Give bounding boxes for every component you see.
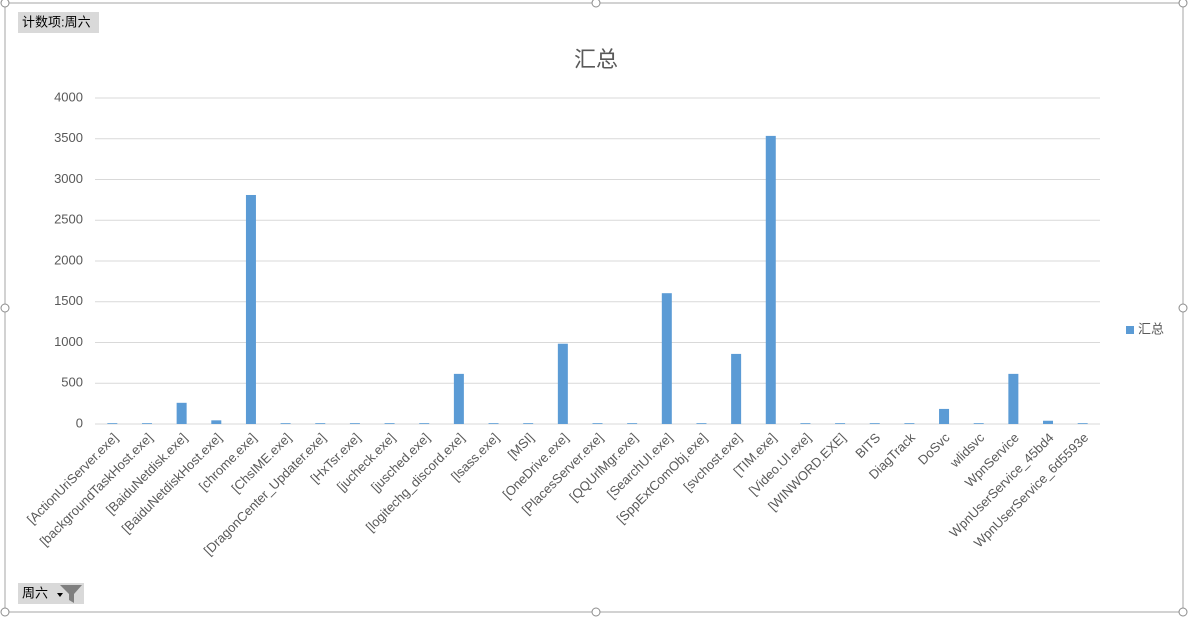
bar <box>453 373 464 424</box>
legend-label: 汇总 <box>1138 321 1164 336</box>
bar <box>315 423 326 424</box>
bar <box>835 423 846 424</box>
bar <box>939 408 950 424</box>
bar <box>245 194 256 424</box>
value-field-button[interactable] <box>18 12 99 33</box>
y-tick-label: 0 <box>76 415 83 430</box>
bar <box>800 423 811 424</box>
y-tick-label: 2500 <box>54 212 83 227</box>
bar <box>176 402 187 424</box>
bar <box>384 423 395 424</box>
filter-icon <box>60 585 82 603</box>
bar <box>349 423 360 424</box>
bar <box>661 293 672 424</box>
legend-swatch <box>1126 326 1134 334</box>
bar <box>765 135 776 424</box>
y-tick-label: 1000 <box>54 334 83 349</box>
bar <box>592 423 603 424</box>
bar <box>419 423 430 424</box>
bar <box>141 423 152 424</box>
dropdown-arrow <box>57 593 63 597</box>
y-tick-label: 3000 <box>54 171 83 186</box>
bar <box>523 423 534 424</box>
bar <box>973 423 984 424</box>
y-tick-label: 1500 <box>54 293 83 308</box>
bar <box>488 423 499 424</box>
value-field-label: 计数项:周六 <box>22 14 91 29</box>
bar <box>696 423 707 424</box>
y-tick-label: 500 <box>61 375 83 390</box>
bar <box>627 423 638 424</box>
bar <box>280 423 291 424</box>
bar <box>557 343 568 424</box>
bar <box>904 423 915 424</box>
bar <box>1077 423 1088 424</box>
bar <box>869 423 880 424</box>
y-tick-label: 3500 <box>54 130 83 145</box>
chart-title: 汇总 <box>574 47 618 72</box>
chart-frame <box>4 2 1184 613</box>
y-tick-label: 4000 <box>54 89 83 104</box>
y-tick-label: 2000 <box>54 252 83 267</box>
bar <box>731 353 742 424</box>
bar <box>107 423 118 424</box>
bar <box>1008 373 1019 424</box>
axis-field-label: 周六 <box>22 585 48 600</box>
bar <box>1043 420 1054 424</box>
bar <box>211 420 222 424</box>
